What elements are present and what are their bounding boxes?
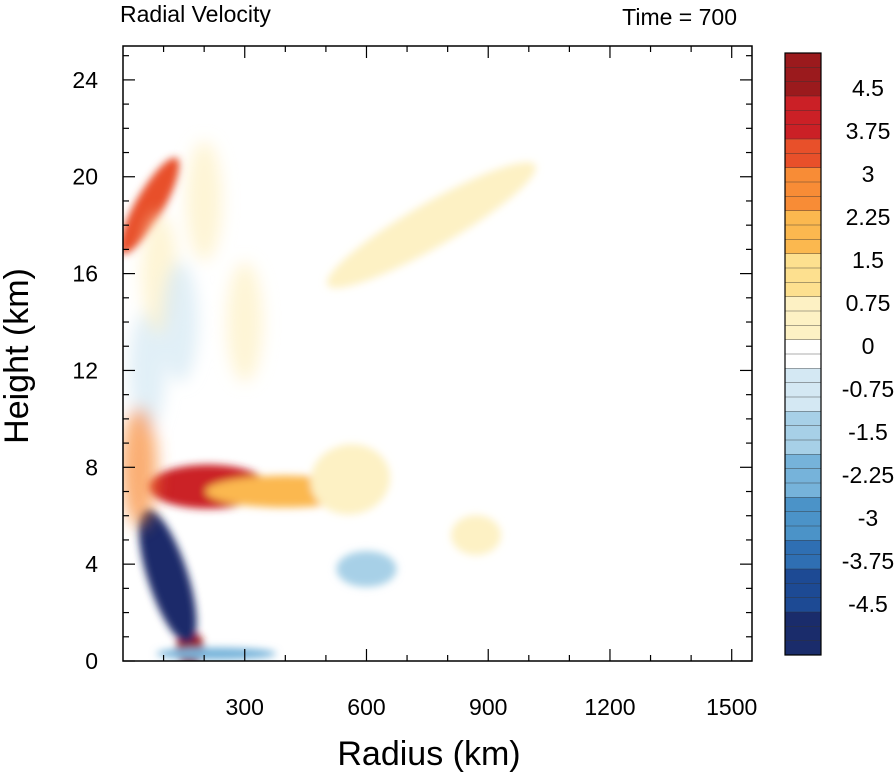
colorbar-segment (784, 110, 822, 126)
colorbar-segment (784, 296, 822, 312)
colorbar-segment (784, 540, 822, 556)
y-tick-label: 0 (85, 648, 98, 674)
x-tick-label: 600 (347, 694, 385, 720)
colorbar-segment (784, 611, 822, 627)
y-tick-label: 4 (85, 551, 98, 577)
colorbar-segment (784, 239, 822, 255)
colorbar-labels: 4.5 3.75 3 2.25 1.5 0.75 0 -0.75 -1.5 -2.25 -3 -3.7… (842, 75, 894, 617)
colorbar-label: 3.75 (846, 118, 891, 144)
x-tick-label: 1200 (584, 694, 635, 720)
colorbar-label: -3.75 (842, 548, 894, 574)
field-streak (161, 262, 198, 383)
colorbar-segment (784, 411, 822, 427)
x-tick-label: 1500 (706, 694, 757, 720)
colorbar-segment (784, 425, 822, 441)
y-tick-label: 8 (85, 454, 98, 480)
colorbar-segment (784, 454, 822, 470)
colorbar-segment (784, 583, 822, 599)
colorbar-segment (784, 81, 822, 97)
colorbar-frame (784, 52, 822, 656)
y-tick-label: 20 (72, 164, 98, 190)
field-feature-outer-inflow (336, 550, 397, 587)
colorbar-segment (784, 196, 822, 212)
colorbar-segment (784, 525, 822, 541)
colorbar-segment (784, 597, 822, 613)
y-axis-label: Height (km) (0, 268, 36, 444)
colorbar-label: 3 (862, 161, 875, 187)
heatmap-field (123, 46, 752, 661)
colorbar-segment (784, 640, 822, 656)
field-streak (123, 407, 158, 528)
colorbar-segment (784, 124, 822, 140)
colorbar-segment (784, 224, 822, 240)
colorbar-segment (784, 368, 822, 384)
colorbar-segment (784, 153, 822, 169)
colorbar-segment (784, 339, 822, 355)
colorbar-segment (784, 554, 822, 570)
colorbar-segment (784, 95, 822, 111)
colorbar-segment (784, 568, 822, 584)
y-axis: 0 4 8 12 16 20 24 (72, 55, 752, 674)
colorbar (784, 52, 822, 656)
colorbar-segment (784, 325, 822, 341)
colorbar-label: -4.5 (848, 591, 888, 617)
field-streak (186, 140, 223, 261)
colorbar-label: 1.5 (852, 247, 884, 273)
colorbar-segment (784, 138, 822, 154)
field-feature-inflow-layer (156, 647, 277, 660)
colorbar-label: -3 (858, 505, 878, 531)
colorbar-segment (784, 310, 822, 326)
colorbar-segment (784, 511, 822, 527)
y-tick-label: 16 (72, 261, 98, 287)
colorbar-segment (784, 67, 822, 83)
field-feature-remote-outflow (451, 515, 502, 556)
chart-title-right: Time = 700 (622, 4, 737, 30)
field-feature-upper-outflow-core (123, 157, 180, 254)
colorbar-segment (784, 497, 822, 513)
x-axis: 300 600 900 1200 1500 (162, 46, 757, 720)
y-tick-label: 24 (72, 67, 98, 93)
colorbar-label: -2.25 (842, 462, 894, 488)
field-streak (129, 310, 166, 431)
colorbar-segment (784, 282, 822, 298)
x-axis-label: Radius (km) (337, 735, 520, 773)
colorbar-label: -0.75 (842, 376, 894, 402)
colorbar-segment (784, 267, 822, 283)
colorbar-segment (784, 52, 822, 68)
colorbar-label: 4.5 (852, 75, 884, 101)
field-feature-outer-outflow (310, 444, 391, 515)
colorbar-segment (784, 482, 822, 498)
plot-frame (122, 45, 753, 662)
colorbar-label: 0.75 (846, 290, 891, 316)
field-feature-upper-outflow-band (326, 162, 536, 289)
colorbar-label: -1.5 (848, 419, 888, 445)
field-feature-eyewall-inflow (138, 509, 197, 644)
colorbar-segment (784, 353, 822, 369)
x-tick-label: 300 (226, 694, 264, 720)
colorbar-segment (784, 181, 822, 197)
colorbar-segment (784, 626, 822, 642)
colorbar-segment (784, 396, 822, 412)
chart-title-left: Radial Velocity (120, 1, 271, 27)
colorbar-label: 2.25 (846, 204, 891, 230)
colorbar-segment (784, 439, 822, 455)
colorbar-segment (784, 253, 822, 269)
colorbar-label: 0 (862, 333, 875, 359)
colorbar-segment (784, 468, 822, 484)
y-tick-label: 12 (72, 357, 98, 383)
colorbar-segment (784, 382, 822, 398)
x-tick-label: 900 (469, 694, 507, 720)
colorbar-segment (784, 167, 822, 183)
field-streak (226, 262, 263, 383)
colorbar-segment (784, 210, 822, 226)
